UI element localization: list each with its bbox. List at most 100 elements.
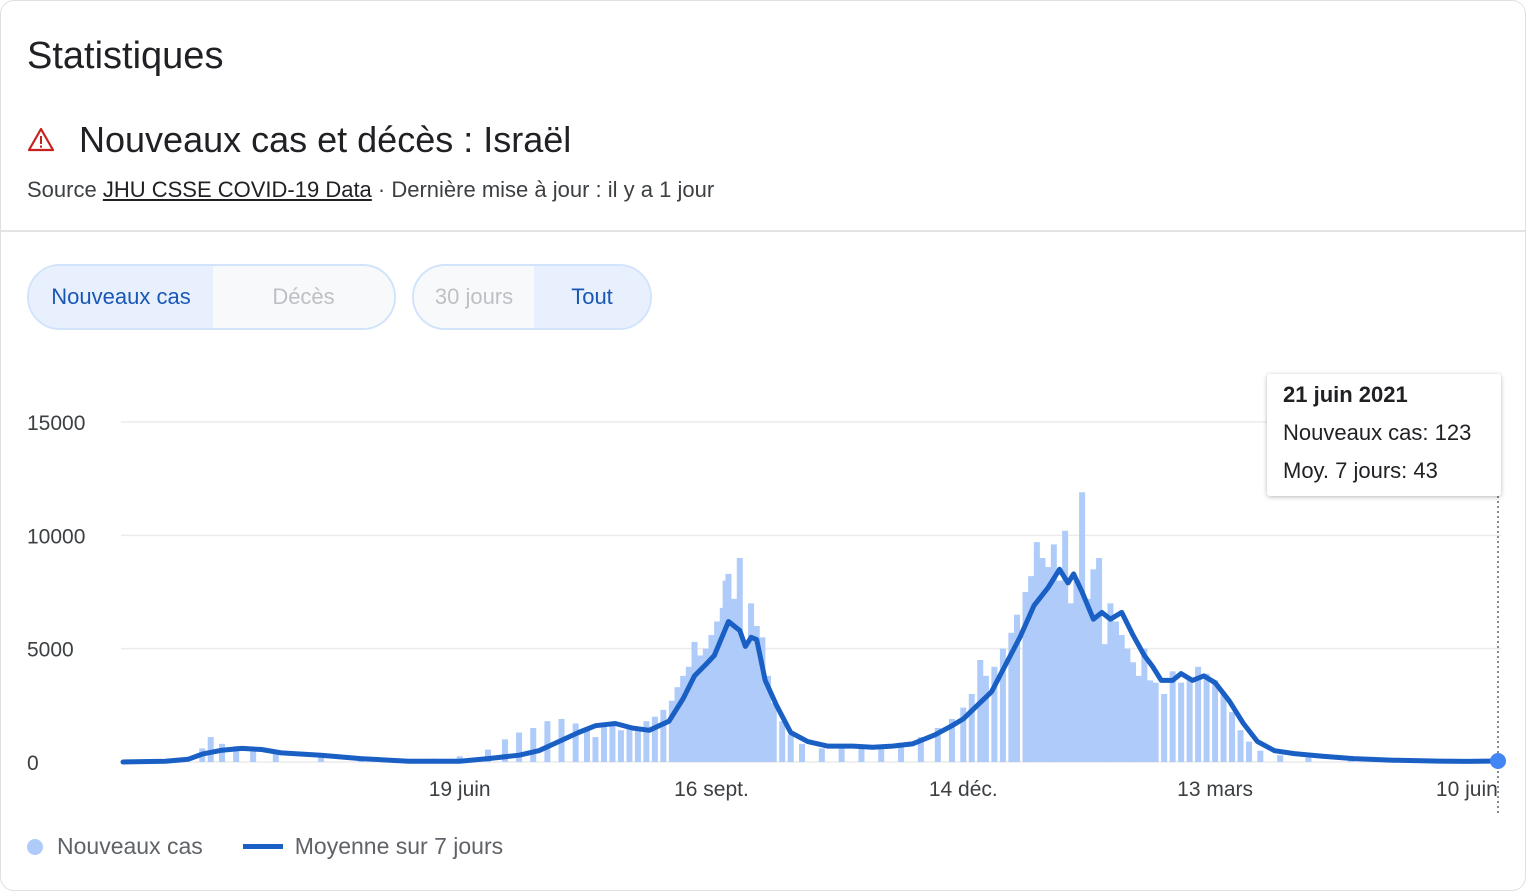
divider bbox=[1, 230, 1525, 232]
case-bar bbox=[858, 747, 865, 762]
case-bar bbox=[592, 737, 599, 762]
case-bar bbox=[1161, 694, 1168, 762]
chart-header: Nouveaux cas et décès : Israël bbox=[27, 119, 571, 161]
case-bar bbox=[1229, 712, 1236, 762]
case-bar bbox=[357, 760, 364, 762]
case-bar bbox=[1237, 730, 1244, 762]
source-prefix: Source bbox=[27, 177, 103, 202]
case-bar bbox=[651, 716, 658, 762]
chart-tooltip: 21 juin 2021 Nouveaux cas: 123 Moy. 7 jo… bbox=[1267, 374, 1501, 496]
page-heading: Statistiques bbox=[27, 35, 224, 77]
metric-deaths-button[interactable]: Décès bbox=[213, 266, 394, 328]
source-link[interactable]: JHU CSSE COVID-19 Data bbox=[102, 177, 372, 202]
tooltip-new-cases: Nouveaux cas: 123 bbox=[1283, 420, 1472, 445]
case-bar bbox=[759, 637, 766, 762]
case-bar bbox=[530, 728, 537, 762]
case-bar bbox=[1033, 542, 1040, 762]
case-bar bbox=[572, 723, 579, 762]
case-bar bbox=[1039, 558, 1046, 762]
last-updated: · Dernière mise à jour : il y a 1 jour bbox=[371, 177, 715, 202]
case-bar bbox=[1178, 682, 1185, 762]
case-bar bbox=[674, 687, 681, 762]
case-bar bbox=[1014, 614, 1021, 762]
case-bar bbox=[753, 626, 760, 762]
case-bar bbox=[1022, 592, 1029, 762]
range-toggle: 30 jours Tout bbox=[412, 264, 652, 330]
case-bar bbox=[484, 749, 491, 762]
case-bar bbox=[968, 694, 975, 762]
case-bar bbox=[878, 746, 885, 762]
legend-line-swatch bbox=[242, 844, 283, 849]
case-bar bbox=[660, 709, 667, 762]
case-bar bbox=[219, 743, 226, 762]
case-bar bbox=[1246, 741, 1253, 762]
case-bar bbox=[960, 707, 967, 762]
case-bar bbox=[1186, 678, 1193, 762]
warning-triangle-icon bbox=[27, 127, 55, 152]
case-bar bbox=[1113, 621, 1120, 762]
metric-new-cases-button[interactable]: Nouveaux cas bbox=[29, 266, 213, 328]
case-bar bbox=[1141, 648, 1148, 762]
case-bar bbox=[1084, 598, 1091, 762]
case-bar bbox=[685, 666, 692, 762]
case-bar bbox=[626, 725, 633, 762]
case-bar bbox=[1203, 673, 1210, 762]
case-bar bbox=[233, 746, 240, 762]
case-bar bbox=[1212, 680, 1219, 762]
case-bar bbox=[617, 730, 624, 762]
case-bar bbox=[1028, 576, 1035, 762]
hover-point bbox=[1490, 753, 1506, 770]
case-bar bbox=[765, 675, 772, 762]
case-bar bbox=[948, 718, 955, 762]
x-tick-label: 10 juin bbox=[1436, 778, 1498, 801]
case-bar bbox=[272, 752, 279, 762]
case-bar bbox=[668, 700, 675, 762]
case-bar bbox=[1152, 682, 1159, 762]
case-bar bbox=[680, 675, 687, 762]
case-bar bbox=[787, 734, 794, 762]
case-bar bbox=[1169, 671, 1176, 762]
case-bar bbox=[702, 648, 709, 762]
case-bar bbox=[1147, 680, 1154, 762]
case-bar bbox=[799, 743, 806, 762]
case-bar bbox=[917, 737, 924, 762]
source-line: Source JHU CSSE COVID-19 Data · Dernière… bbox=[27, 177, 714, 203]
case-bar bbox=[643, 721, 650, 762]
case-bar bbox=[770, 703, 777, 762]
case-bar bbox=[714, 621, 721, 762]
case-bar bbox=[1277, 755, 1284, 762]
case-bar bbox=[516, 732, 523, 762]
case-bar bbox=[1050, 544, 1057, 762]
case-bar bbox=[1101, 644, 1108, 762]
y-tick-label: 0 bbox=[27, 752, 39, 775]
case-bar bbox=[1056, 580, 1063, 762]
avg-line bbox=[120, 566, 1501, 765]
case-bar bbox=[779, 721, 786, 762]
case-bar bbox=[1062, 530, 1069, 762]
y-tick-label: 10000 bbox=[27, 525, 85, 548]
case-bar bbox=[600, 725, 607, 762]
case-bar bbox=[731, 598, 738, 762]
case-bar bbox=[1090, 569, 1097, 762]
case-bar bbox=[982, 675, 989, 762]
case-bar bbox=[898, 742, 905, 762]
case-bar bbox=[1220, 694, 1227, 762]
legend-line-label: Moyenne sur 7 jours bbox=[294, 833, 504, 859]
case-bar bbox=[1124, 648, 1131, 762]
case-bar bbox=[250, 750, 257, 762]
case-bar bbox=[1067, 603, 1074, 762]
metric-toggle: Nouveaux cas Décès bbox=[27, 264, 396, 330]
y-tick-label: 15000 bbox=[27, 412, 85, 435]
case-bar bbox=[1073, 580, 1080, 762]
case-bar bbox=[609, 723, 616, 762]
tooltip-date: 21 juin 2021 bbox=[1283, 382, 1408, 407]
case-bar bbox=[207, 737, 214, 762]
case-bar bbox=[725, 573, 732, 762]
y-tick-label: 5000 bbox=[27, 639, 74, 662]
x-tick-label: 19 juin bbox=[429, 778, 491, 801]
range-all-button[interactable]: Tout bbox=[534, 266, 650, 328]
case-bar bbox=[708, 635, 715, 762]
range-30-days-button[interactable]: 30 jours bbox=[414, 266, 534, 328]
